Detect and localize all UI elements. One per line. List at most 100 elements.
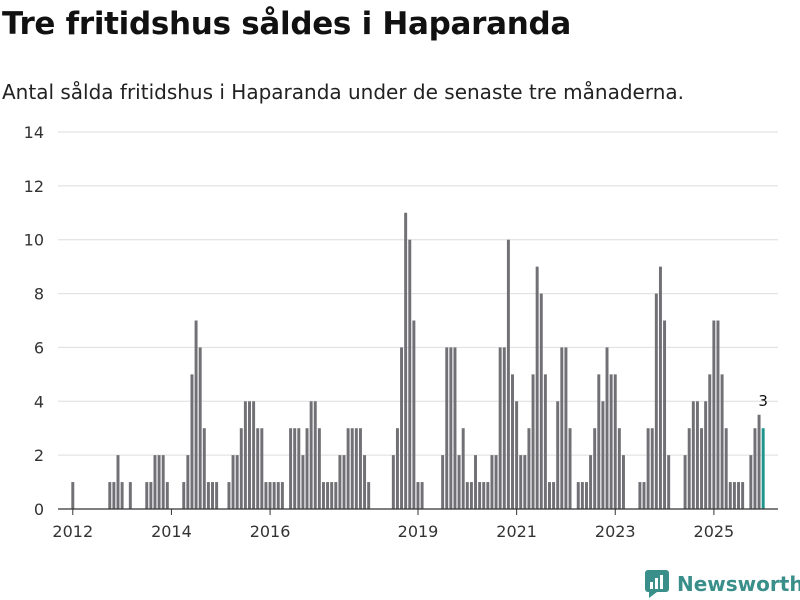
bar (683, 455, 687, 509)
bar (301, 455, 305, 509)
bar (621, 455, 625, 509)
y-tick-label: 10 (24, 231, 44, 250)
bar (400, 347, 404, 509)
bar (494, 455, 498, 509)
bar (445, 347, 449, 509)
y-tick-label: 2 (34, 446, 44, 465)
highlight-bar (761, 428, 765, 509)
bar (482, 482, 486, 509)
bar (108, 482, 112, 509)
bar (358, 428, 362, 509)
bar (556, 401, 560, 509)
bar (420, 482, 424, 509)
bar (543, 374, 547, 509)
bar (539, 293, 543, 509)
bar (502, 347, 506, 509)
bar (716, 320, 720, 509)
bar (272, 482, 276, 509)
bar (215, 482, 219, 509)
bar (408, 239, 412, 509)
bar (720, 374, 724, 509)
bar (235, 455, 239, 509)
bar (363, 455, 367, 509)
x-axis (58, 508, 778, 515)
bar (650, 428, 654, 509)
bar (548, 482, 551, 509)
bar (506, 239, 510, 509)
bar (395, 428, 399, 509)
bar (724, 428, 728, 509)
bar (243, 401, 247, 509)
bar (280, 482, 284, 509)
newsworthy-logo[interactable]: Newsworthy (645, 570, 800, 598)
newsworthy-logo-text: Newsworthy (677, 572, 800, 596)
bar (712, 320, 716, 509)
bar (367, 482, 371, 509)
bar (202, 428, 206, 509)
bar (313, 401, 317, 509)
bar (449, 347, 453, 509)
bar (646, 428, 650, 509)
x-tick-label: 2016 (250, 522, 291, 541)
bar (691, 401, 695, 509)
bar (527, 428, 531, 509)
bar (737, 482, 741, 509)
newsworthy-logo-icon (645, 570, 669, 598)
bar (338, 455, 342, 509)
bar (593, 428, 597, 509)
bar (112, 482, 116, 509)
highlight-value-label: 3 (758, 392, 768, 410)
bar (391, 455, 395, 509)
x-tick-label: 2012 (52, 522, 93, 541)
bar (474, 455, 477, 509)
bar (194, 320, 198, 509)
bar (642, 482, 646, 509)
bar (346, 428, 350, 509)
bar (757, 414, 761, 509)
bar (198, 347, 202, 509)
bar (289, 428, 293, 509)
tick-labels: 0 2 4 6 8 10 12 14 3 2012 2014 2016 2019 2021 2023 2025 (24, 123, 768, 541)
bar (305, 428, 309, 509)
bar (704, 401, 708, 509)
bar (490, 455, 494, 509)
bar (584, 482, 588, 509)
bar (519, 455, 523, 509)
bar (297, 428, 301, 509)
bar (552, 482, 556, 509)
x-tick-label: 2025 (694, 522, 735, 541)
y-tick-label: 0 (34, 500, 44, 519)
bar (576, 482, 580, 509)
bar (535, 266, 539, 509)
bar (116, 455, 120, 509)
bar (161, 455, 165, 509)
bar (700, 428, 704, 509)
bar (580, 482, 584, 509)
y-tick-label: 12 (24, 177, 44, 196)
bar (326, 482, 330, 509)
bar (667, 455, 671, 509)
x-tick-label: 2019 (398, 522, 439, 541)
bar (695, 401, 699, 509)
bar (416, 482, 420, 509)
bar (601, 401, 605, 509)
bar (231, 455, 235, 509)
bar (153, 455, 157, 509)
chart-title: Tre fritidshus såldes i Haparanda (2, 6, 572, 42)
bar (404, 212, 408, 510)
bar (658, 266, 662, 509)
chart-subtitle: Antal sålda fritidshus i Haparanda under… (2, 80, 684, 104)
y-tick-label: 14 (24, 123, 44, 142)
bar (157, 455, 161, 509)
bar (687, 428, 691, 509)
bar (342, 455, 346, 509)
bar (350, 428, 354, 509)
bar (560, 347, 564, 509)
x-tick-label: 2021 (496, 522, 537, 541)
bar-chart: 0 2 4 6 8 10 12 14 3 2012 2014 2016 2019 2021 2023 2025 (24, 123, 778, 541)
bar (309, 401, 313, 509)
bar (321, 482, 325, 509)
bar (453, 347, 457, 509)
bar (654, 293, 658, 509)
bar (120, 482, 124, 509)
